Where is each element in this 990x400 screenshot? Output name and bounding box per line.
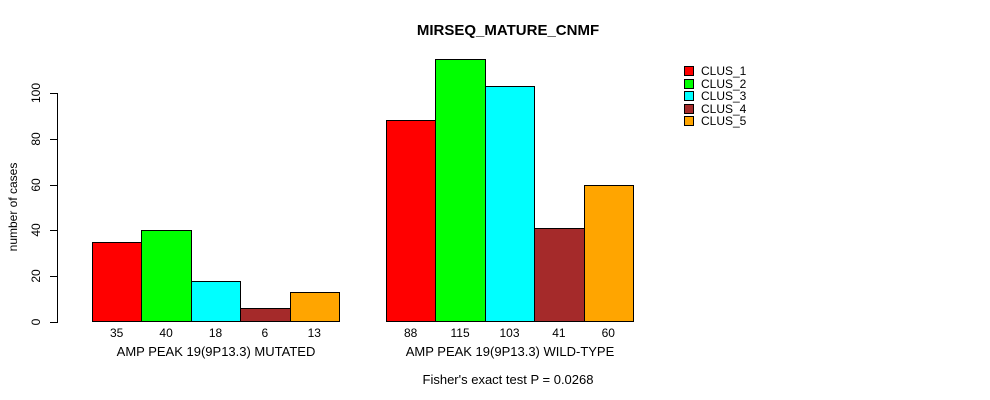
y-axis-tick xyxy=(50,322,58,323)
group-label-mutated: AMP PEAK 19(9P13.3) MUTATED xyxy=(116,344,316,359)
bar-clus_1-group2 xyxy=(386,120,437,322)
bar-value-label: 103 xyxy=(499,326,520,340)
bar-clus_2-group1 xyxy=(141,230,192,322)
bar-clus_3-group1 xyxy=(190,280,242,322)
legend-label-clus_3: CLUS_3 xyxy=(701,89,747,103)
legend-label-clus_1: CLUS_1 xyxy=(701,64,747,78)
legend-swatch-clus_2 xyxy=(684,78,694,89)
y-axis-tick xyxy=(50,184,58,186)
group-label-wild-type: AMP PEAK 19(9P13.3) WILD-TYPE xyxy=(405,344,615,359)
legend-swatch-clus_4 xyxy=(684,103,694,114)
bar-clus_4-group1 xyxy=(240,308,291,322)
chart-title: MIRSEQ_MATURE_CNMF xyxy=(416,22,600,39)
legend-swatch-clus_3 xyxy=(684,91,694,101)
legend-swatch-clus_5 xyxy=(684,116,694,126)
bar-clus_3-group2 xyxy=(484,86,536,322)
legend-label-clus_5: CLUS_5 xyxy=(701,114,747,128)
bar-value-label: 88 xyxy=(404,326,418,340)
y-axis-tick xyxy=(50,93,58,94)
fisher-test-caption: Fisher's exact test P = 0.0268 xyxy=(422,372,594,387)
bar-clus_5-group2 xyxy=(583,184,634,322)
bar-value-label: 13 xyxy=(307,326,321,340)
bar-clus_4-group2 xyxy=(534,228,585,322)
bar-value-label: 115 xyxy=(450,326,470,340)
bar-clus_2-group2 xyxy=(435,58,486,322)
bar-clus_5-group1 xyxy=(289,292,340,322)
bar-value-label: 35 xyxy=(110,326,124,340)
y-axis-tick xyxy=(50,138,58,140)
bar-value-label: 60 xyxy=(601,326,615,340)
legend-label-clus_4: CLUS_4 xyxy=(701,101,747,116)
bar-value-label: 40 xyxy=(159,326,173,340)
bar-clus_1-group1 xyxy=(92,241,143,322)
y-axis-tick xyxy=(50,276,58,278)
legend-label-clus_2: CLUS_2 xyxy=(701,76,747,91)
y-axis-line xyxy=(57,93,58,323)
bar-value-label: 6 xyxy=(261,326,269,340)
bar-value-label: 41 xyxy=(552,326,566,340)
bar-value-label: 18 xyxy=(208,326,223,340)
y-axis-tick xyxy=(50,230,58,232)
legend-swatch-clus_1 xyxy=(684,66,694,76)
